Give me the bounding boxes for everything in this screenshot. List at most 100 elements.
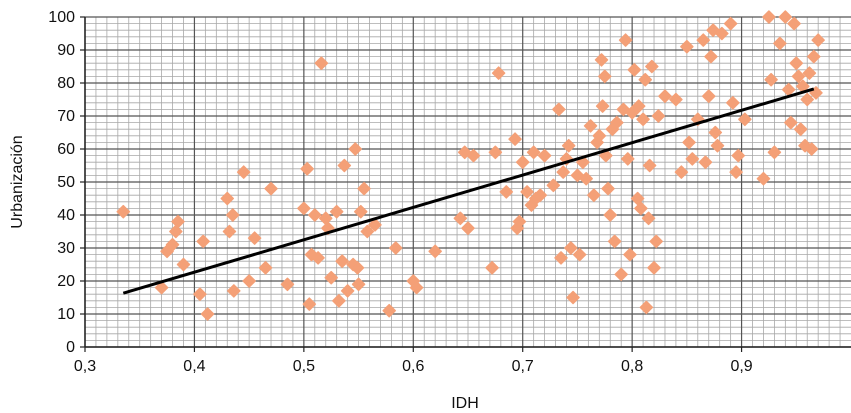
y-tick-label: 90 (57, 42, 75, 59)
data-point (176, 257, 191, 272)
data-point (169, 224, 183, 239)
data-point (354, 204, 368, 219)
data-point (165, 237, 180, 252)
data-point (526, 145, 541, 160)
data-point (308, 208, 322, 222)
data-point (802, 66, 817, 80)
data-point (647, 261, 661, 275)
data-point (625, 105, 639, 120)
data-point (762, 10, 776, 24)
data-point (636, 112, 650, 127)
data-point (811, 33, 825, 47)
data-point (556, 165, 570, 179)
data-point (642, 158, 657, 173)
data-point (324, 270, 338, 285)
data-point (638, 72, 653, 87)
x-tick-label: 0,3 (74, 358, 96, 375)
data-point (630, 191, 645, 206)
data-point (200, 307, 215, 321)
data-point (247, 231, 262, 245)
x-tick-label: 0,4 (183, 358, 205, 375)
data-point (302, 297, 317, 311)
data-point (300, 162, 314, 176)
data-point (311, 251, 325, 265)
data-point (561, 138, 576, 153)
data-point (682, 135, 696, 150)
data-point (645, 59, 659, 74)
data-point (196, 234, 210, 249)
x-tick-label: 0,6 (402, 358, 424, 375)
data-point (428, 244, 442, 259)
data-point (485, 261, 499, 275)
x-tick-label: 0,9 (730, 358, 752, 375)
x-axis-title: IDH (451, 395, 479, 412)
data-point (297, 201, 311, 216)
data-point (704, 49, 718, 64)
data-point (546, 178, 561, 193)
data-point (773, 36, 787, 51)
data-point (154, 280, 169, 295)
y-tick-label: 60 (57, 141, 75, 158)
data-point (350, 261, 365, 275)
data-point (610, 115, 624, 130)
data-point (696, 33, 711, 47)
y-tick-label: 100 (48, 9, 75, 26)
y-tick-label: 70 (57, 108, 75, 125)
data-point (242, 274, 256, 288)
data-point (793, 122, 808, 136)
data-point (554, 251, 568, 265)
data-point (579, 171, 593, 186)
data-point (715, 26, 729, 41)
data-point (594, 53, 609, 67)
data-point (598, 69, 612, 84)
data-point (623, 247, 637, 262)
data-point (491, 66, 506, 80)
data-point (533, 188, 547, 202)
data-point (368, 218, 382, 232)
data-point (564, 241, 578, 255)
data-point (634, 201, 648, 216)
data-point (337, 158, 352, 173)
data-point (461, 221, 475, 235)
data-point (701, 89, 716, 103)
data-point (382, 303, 396, 318)
data-point (499, 185, 514, 199)
y-tick-label: 50 (57, 174, 75, 191)
data-point (570, 168, 585, 183)
data-point (621, 152, 635, 166)
data-point (738, 112, 752, 127)
data-point (587, 188, 601, 202)
x-tick-label: 0,5 (293, 358, 315, 375)
data-point (767, 145, 782, 160)
data-point (756, 171, 771, 186)
data-point (335, 254, 349, 268)
data-point (616, 102, 631, 117)
data-point (258, 261, 273, 275)
data-point (566, 290, 580, 305)
data-point (731, 148, 746, 163)
data-point (222, 224, 237, 239)
data-point (601, 181, 615, 196)
data-point (171, 214, 185, 229)
data-point (627, 63, 642, 77)
data-point (631, 99, 646, 113)
y-tick-label: 80 (57, 75, 75, 92)
data-point (807, 49, 821, 64)
data-point (723, 16, 738, 31)
data-point (193, 287, 207, 301)
data-point (674, 165, 689, 179)
data-point (791, 69, 806, 84)
data-point (552, 102, 566, 117)
data-point (357, 181, 371, 196)
data-point (639, 300, 654, 315)
data-point (764, 72, 778, 87)
data-point (537, 148, 552, 163)
y-axis-title: Urbanización (9, 135, 26, 228)
data-point (572, 247, 587, 262)
data-point (360, 224, 375, 239)
data-point (220, 191, 235, 206)
data-point (227, 284, 241, 298)
data-point (603, 208, 618, 222)
data-point (332, 294, 346, 308)
data-point (641, 211, 656, 226)
